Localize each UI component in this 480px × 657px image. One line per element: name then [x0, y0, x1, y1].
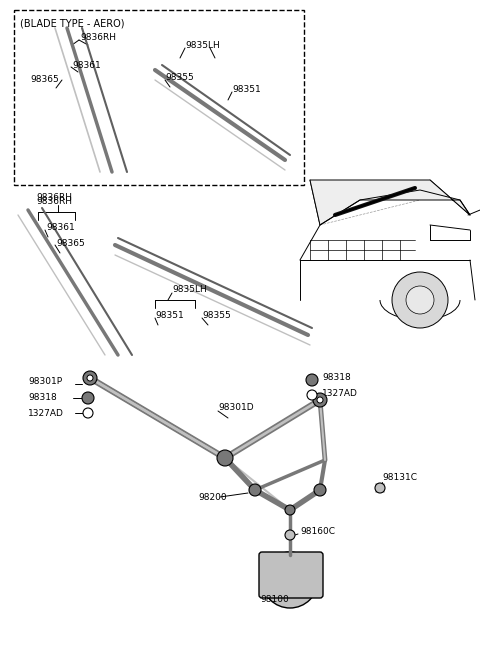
Text: 9836RH: 9836RH [80, 34, 116, 43]
Text: 98365: 98365 [56, 238, 85, 248]
FancyBboxPatch shape [259, 552, 323, 598]
Circle shape [87, 375, 93, 381]
Circle shape [249, 484, 261, 496]
Circle shape [82, 392, 94, 404]
Text: 98361: 98361 [46, 223, 75, 233]
Text: 98355: 98355 [202, 311, 231, 321]
Text: 98318: 98318 [28, 394, 57, 403]
Text: 9836RH: 9836RH [36, 198, 72, 206]
Text: 98351: 98351 [232, 85, 261, 95]
Text: 98301P: 98301P [28, 378, 62, 386]
Text: 1327AD: 1327AD [322, 388, 358, 397]
Circle shape [83, 371, 97, 385]
Text: 98365: 98365 [30, 76, 59, 85]
Circle shape [307, 390, 317, 400]
Circle shape [314, 484, 326, 496]
Text: 98355: 98355 [165, 74, 194, 83]
Text: 98351: 98351 [155, 311, 184, 321]
Circle shape [317, 397, 323, 403]
Text: 9836RH: 9836RH [36, 194, 72, 202]
Circle shape [313, 393, 327, 407]
Text: 98100: 98100 [260, 595, 289, 604]
Text: 1327AD: 1327AD [28, 409, 64, 417]
Text: 9835LH: 9835LH [185, 41, 220, 49]
Text: 98318: 98318 [322, 373, 351, 382]
Bar [14, 10, 304, 185]
Circle shape [406, 286, 434, 314]
Text: 9835LH: 9835LH [172, 286, 207, 294]
Circle shape [375, 483, 385, 493]
Text: (BLADE TYPE - AERO): (BLADE TYPE - AERO) [20, 18, 124, 28]
Text: 98361: 98361 [72, 60, 101, 70]
Circle shape [285, 530, 295, 540]
Circle shape [306, 374, 318, 386]
Circle shape [262, 552, 318, 608]
Text: 98160C: 98160C [300, 528, 335, 537]
Circle shape [285, 505, 295, 515]
Circle shape [83, 408, 93, 418]
Text: 98301D: 98301D [218, 403, 253, 413]
Polygon shape [310, 180, 470, 225]
Circle shape [392, 272, 448, 328]
Circle shape [217, 450, 233, 466]
Text: 98200: 98200 [198, 493, 227, 501]
Text: 98131C: 98131C [382, 472, 417, 482]
